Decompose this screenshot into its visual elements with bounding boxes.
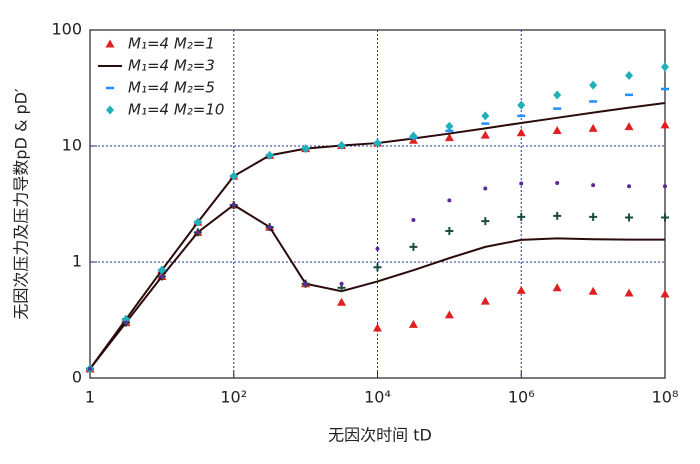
triangle-marker	[552, 126, 562, 135]
diamond-marker	[193, 217, 202, 227]
diamond-marker	[157, 265, 166, 275]
dot-marker	[195, 230, 200, 235]
triangle-marker	[660, 289, 670, 298]
plus-marker	[661, 213, 669, 222]
dot-marker	[375, 246, 380, 251]
diamond-marker	[409, 131, 418, 141]
dot-marker	[627, 184, 632, 189]
triangle-marker	[105, 39, 115, 48]
diamond-marker	[445, 121, 454, 131]
triangle-marker	[444, 133, 454, 142]
dot-marker	[483, 186, 488, 191]
diamond-marker	[625, 71, 634, 81]
x-tick-label: 1	[85, 388, 95, 407]
y-axis-label: 无因次压力及压力导数pD & pD′	[12, 88, 31, 320]
x-tick-label: 10⁴	[364, 388, 391, 407]
legend-label: M₁=4 M₂=5	[128, 79, 215, 97]
triangle-marker	[480, 296, 490, 305]
diamond-marker	[373, 138, 382, 148]
x-tick-label: 10⁶	[508, 388, 535, 407]
dot-marker	[447, 198, 452, 203]
diamond-marker	[121, 314, 130, 324]
x-tick-label: 10⁸	[652, 388, 679, 407]
dot-marker	[159, 274, 164, 279]
y-tick-label: 100	[51, 20, 82, 39]
dot-marker	[591, 183, 596, 188]
dot-marker	[231, 203, 236, 208]
diamond-marker	[553, 90, 562, 100]
plus-marker	[445, 227, 454, 236]
dot-marker	[339, 281, 344, 286]
triangle-marker	[444, 310, 454, 319]
legend-label: M₁=4 M₂=1	[128, 35, 215, 53]
dot-marker	[519, 181, 524, 186]
triangle-marker	[588, 286, 598, 295]
legend-label: M₁=4 M₂=3	[128, 57, 215, 75]
plus-marker	[481, 217, 490, 226]
dot-marker	[267, 225, 272, 230]
triangle-marker	[408, 319, 418, 328]
triangle-marker	[516, 285, 526, 294]
diamond-marker	[517, 100, 526, 110]
diamond-marker	[265, 150, 274, 160]
diamond-marker	[337, 140, 346, 150]
diamond-marker	[481, 111, 490, 121]
diamond-marker	[106, 105, 114, 115]
y-tick-label: 0	[72, 368, 82, 387]
diamond-marker	[301, 144, 310, 154]
triangle-marker	[373, 323, 382, 332]
triangle-marker	[337, 297, 347, 306]
triangle-marker	[552, 283, 562, 292]
derivative-line	[89, 203, 665, 370]
dot-marker	[411, 218, 416, 223]
plus-marker	[589, 212, 598, 221]
triangle-marker	[624, 288, 634, 297]
plus-marker	[409, 242, 418, 251]
diamond-marker	[229, 171, 238, 181]
triangle-marker	[516, 128, 526, 137]
legend: M₁=4 M₂=1 M₁=4 M₂=3 M₁=4 M₂=5 M₁=4 M₂=10	[98, 35, 224, 119]
triangle-marker	[480, 130, 490, 139]
plus-marker	[373, 263, 382, 272]
x-axis-label: 无因次时间 tD	[328, 426, 432, 445]
dot-marker	[555, 180, 560, 185]
triangle-marker	[660, 120, 670, 129]
legend-label: M₁=4 M₂=10	[128, 101, 224, 119]
diamond-marker	[589, 80, 598, 90]
y-tick-label: 1	[72, 252, 82, 271]
dot-marker	[663, 184, 667, 189]
x-tick-label: 10²	[220, 388, 247, 407]
dot-marker	[123, 320, 128, 325]
triangle-marker	[588, 123, 598, 132]
plus-marker	[517, 212, 526, 221]
diamond-marker	[661, 62, 669, 72]
dot-marker	[303, 281, 308, 286]
plus-marker	[625, 213, 634, 222]
triangle-marker	[624, 122, 634, 131]
y-tick-label: 10	[62, 136, 82, 155]
dot-marker	[88, 366, 92, 371]
plus-marker	[553, 211, 562, 220]
